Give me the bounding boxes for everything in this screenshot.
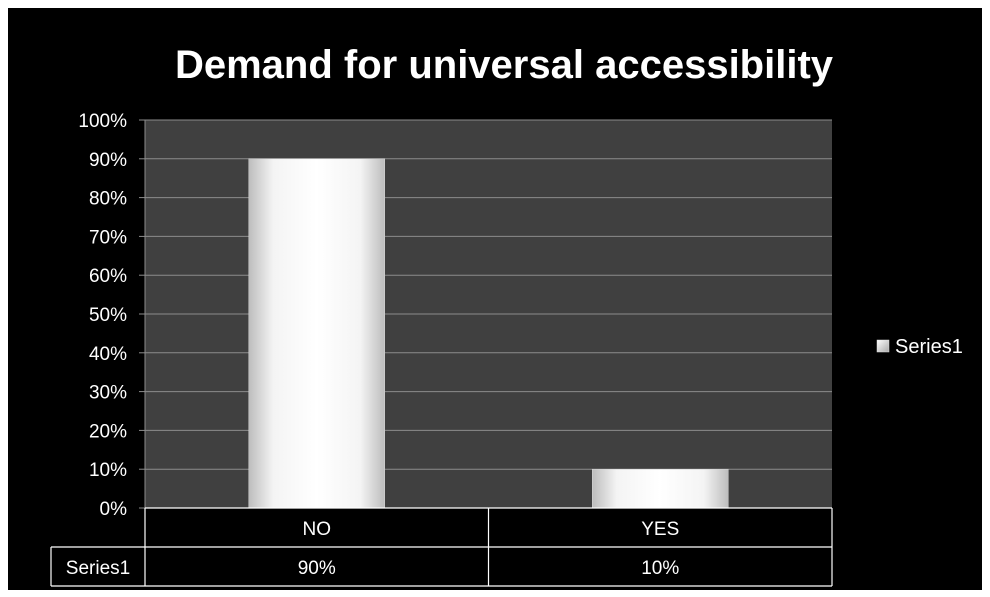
table-value-yes: 10% (641, 558, 679, 579)
legend-swatch (876, 339, 890, 353)
chart-frame: Demand for universal accessibility 0% 10%… (8, 8, 982, 590)
bar-yes (592, 468, 729, 509)
bar-chart: Demand for universal accessibility 0% 10%… (50, 43, 963, 587)
y-tick-label: 100% (78, 111, 127, 132)
table-value-no: 90% (298, 558, 336, 579)
y-tick-label: 50% (89, 305, 127, 326)
y-tick-label: 90% (89, 150, 127, 171)
y-tick-label: 60% (89, 266, 127, 287)
bar-no (248, 158, 385, 509)
x-category-label-no: NO (303, 519, 332, 540)
legend-label-series1: Series1 (895, 336, 963, 358)
y-axis-ticks: 0% 10% 20% 30% 40% 50% 60% 70% 80% 90% 100% (78, 111, 146, 520)
bars (248, 158, 729, 509)
y-tick-label: 0% (100, 499, 128, 520)
y-tick-label: 10% (89, 460, 127, 481)
x-category-label-yes: YES (641, 519, 679, 540)
y-tick-label: 70% (89, 227, 127, 248)
y-tick-label: 30% (89, 383, 127, 404)
chart-title: Demand for universal accessibility (175, 43, 834, 87)
y-tick-label: 40% (89, 344, 127, 365)
y-tick-label: 20% (89, 421, 127, 442)
table-series-name: Series1 (66, 558, 130, 579)
data-table: NO YES Series1 90% 10% (50, 507, 833, 587)
y-tick-label: 80% (89, 189, 127, 210)
legend: Series1 (876, 336, 963, 358)
